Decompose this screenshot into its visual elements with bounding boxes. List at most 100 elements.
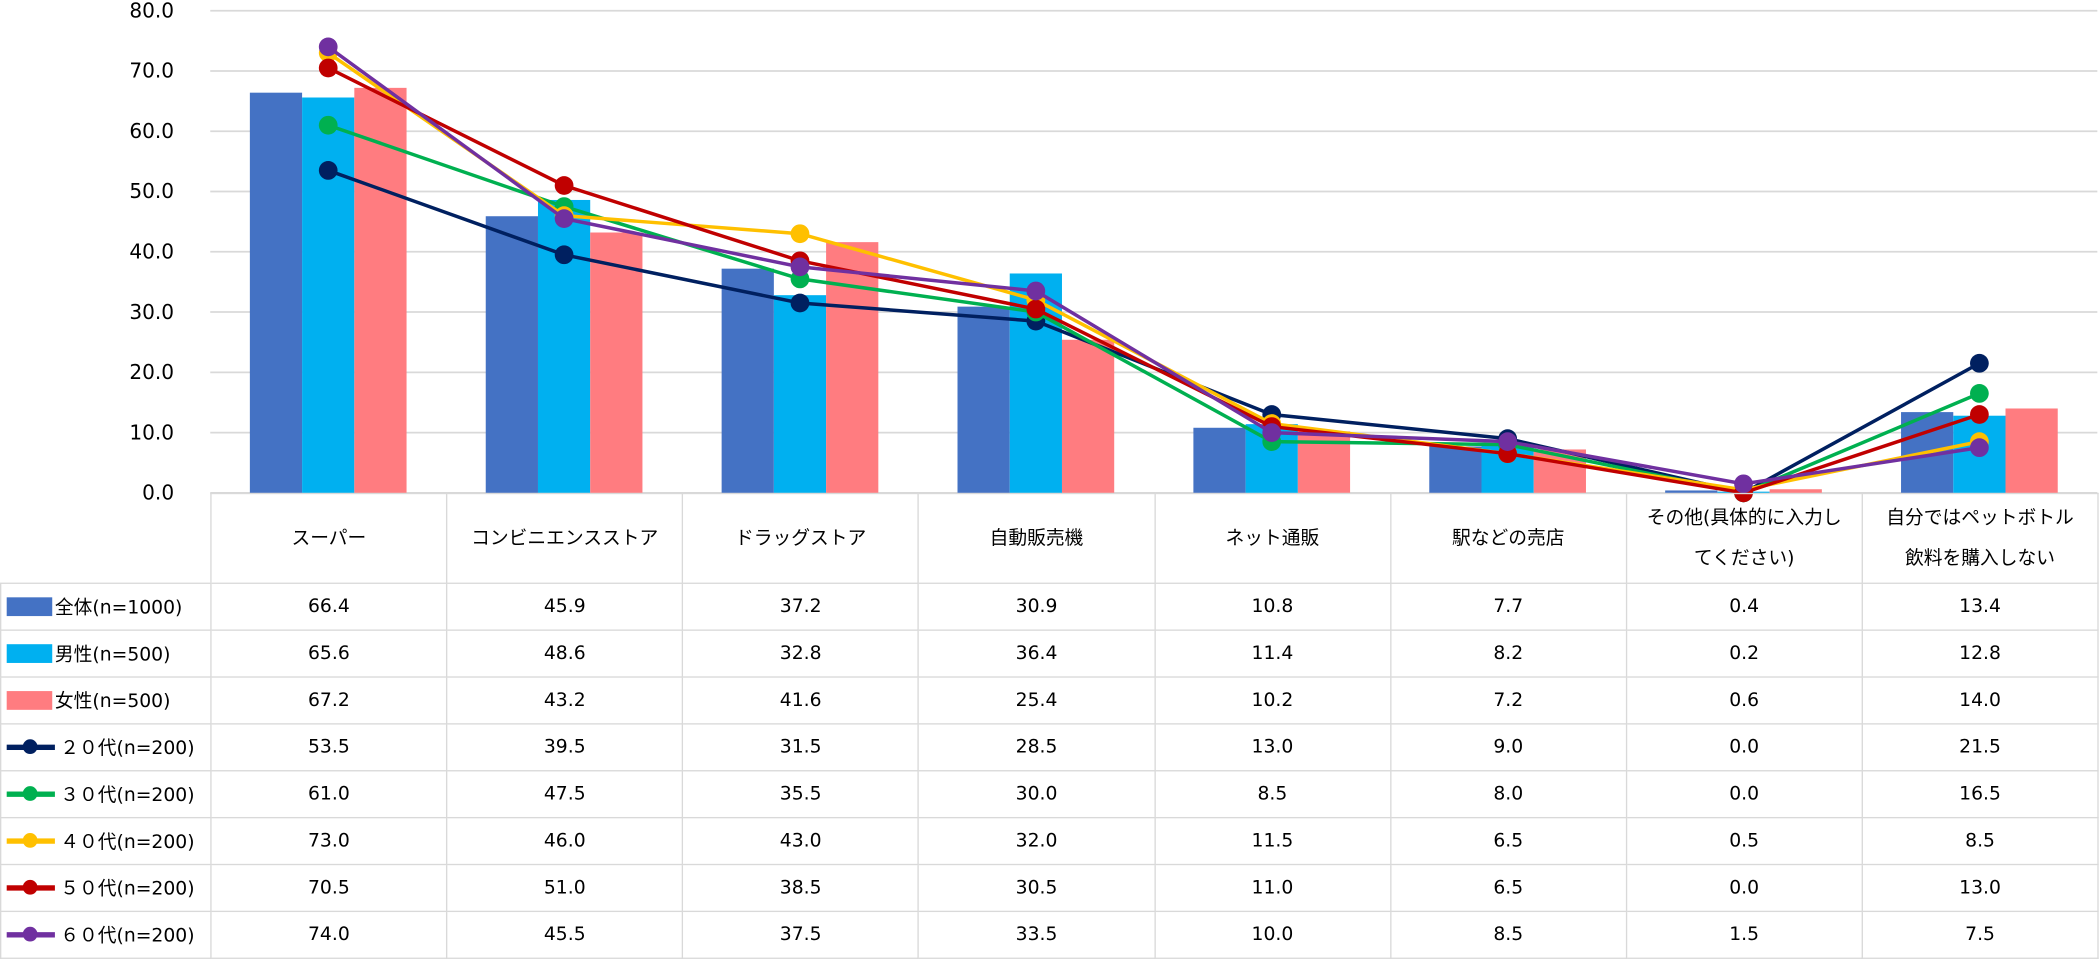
line-marker — [1970, 438, 1989, 458]
data-cell: 7.2 — [1389, 676, 1627, 725]
data-cell: 6.5 — [1389, 816, 1627, 866]
data-cell: 53.5 — [210, 723, 448, 772]
legend-swatch-icon — [6, 644, 53, 663]
legend-entry: 女性(n=500) — [0, 676, 212, 725]
data-cell: 30.0 — [917, 770, 1156, 819]
category-label: ドラッグストア — [682, 492, 920, 584]
data-cell: 13.0 — [1861, 863, 2099, 913]
category-label: 自動販売機 — [917, 492, 1156, 584]
data-cell: 43.0 — [682, 816, 920, 866]
table-row: ４０代(n=200) 73.0 46.0 43.0 32.0 11.5 6.5 0.5 8.5 — [0, 816, 2099, 866]
bar — [2005, 408, 2058, 493]
category-label-line: スーパー — [291, 527, 367, 550]
data-cell: 11.4 — [1153, 629, 1392, 678]
data-cell: 8.0 — [1389, 770, 1627, 819]
line-marker — [1970, 384, 1989, 403]
y-tick-label: 60.0 — [129, 119, 174, 143]
legend-label: 全体(n=1000) — [54, 597, 183, 619]
category-label-line: コンビニエンスストア — [471, 527, 659, 550]
bar — [590, 232, 643, 493]
line-marker — [790, 293, 810, 313]
bar — [721, 268, 774, 493]
line-marker — [790, 224, 810, 244]
data-table: スーパー コンビニエンスストア ドラッグストア 自動販売機 ネット通販 駅などの売店 その他… — [0, 492, 2099, 959]
data-cell: 12.8 — [1861, 629, 2099, 678]
data-cell: 43.2 — [446, 676, 684, 725]
table-row: 全体(n=1000) 66.4 45.9 37.2 30.9 10.8 7.7 0.4 13.4 — [0, 582, 2099, 631]
legend-label: 男性(n=500) — [54, 644, 171, 666]
data-cell: 1.5 — [1625, 910, 1863, 959]
data-cell: 46.0 — [446, 816, 684, 866]
data-cell: 65.6 — [210, 629, 448, 678]
y-tick-label: 70.0 — [129, 59, 174, 83]
category-label-line: 自分ではペットボトル — [1886, 507, 2074, 530]
data-cell: 48.6 — [446, 629, 684, 678]
legend-line-marker-icon — [6, 879, 55, 898]
legend-swatch-icon — [6, 691, 53, 710]
data-cell: 8.5 — [1861, 816, 2099, 866]
line-marker — [554, 176, 574, 195]
y-tick-label: 10.0 — [129, 420, 174, 444]
y-tick-label: 50.0 — [129, 179, 174, 203]
data-cell: 31.5 — [682, 723, 920, 772]
data-cell: 21.5 — [1861, 723, 2099, 772]
line-marker — [1026, 299, 1046, 319]
category-label-line: ネット通販 — [1225, 527, 1320, 550]
legend-entry: 男性(n=500) — [0, 629, 212, 678]
data-cell: 10.0 — [1153, 910, 1392, 959]
bar — [1665, 490, 1718, 493]
category-label-line: 飲料を購入しない — [1905, 547, 2056, 570]
legend-line-marker-icon — [6, 832, 55, 851]
y-tick-label: 20.0 — [129, 360, 174, 384]
table-row: ６０代(n=200) 74.0 45.5 37.5 33.5 10.0 8.5 1.5 7.5 — [0, 910, 2099, 959]
legend-label: 女性(n=500) — [54, 691, 171, 713]
bar — [249, 92, 303, 493]
line-marker — [554, 209, 574, 229]
data-cell: 8.5 — [1153, 770, 1392, 819]
bar — [302, 97, 355, 493]
data-cell: 32.8 — [682, 629, 920, 678]
line-marker — [318, 161, 338, 180]
data-cell: 36.4 — [917, 629, 1156, 678]
bar — [1429, 446, 1482, 493]
line-marker — [318, 58, 338, 78]
line-marker — [318, 37, 338, 57]
data-cell: 28.5 — [917, 723, 1156, 772]
bar — [957, 306, 1010, 493]
category-label: 駅などの売店 — [1389, 492, 1627, 584]
category-label-line: ドラッグストア — [735, 527, 867, 550]
category-label: ネット通販 — [1153, 492, 1392, 584]
data-cell: 10.8 — [1153, 582, 1392, 631]
series-line — [327, 66, 1980, 495]
line-marker — [1262, 423, 1282, 442]
bar — [354, 87, 407, 493]
category-label: スーパー — [210, 492, 448, 584]
data-cell: 37.5 — [682, 910, 920, 959]
data-cell: 16.5 — [1861, 770, 2099, 819]
data-cell: 11.0 — [1153, 863, 1392, 913]
category-label-line: てください) — [1693, 547, 1795, 570]
data-cell: 14.0 — [1861, 676, 2099, 725]
data-cell: 67.2 — [210, 676, 448, 725]
bar — [537, 199, 591, 493]
category-label: 自分ではペットボトル 飲料を購入しない — [1861, 492, 2099, 584]
data-cell: 35.5 — [682, 770, 920, 819]
data-cell: 38.5 — [682, 863, 920, 913]
data-cell: 61.0 — [210, 770, 448, 819]
bar — [1061, 339, 1115, 493]
data-cell: 66.4 — [210, 582, 448, 631]
y-tick-label: 80.0 — [129, 0, 174, 22]
legend-entry: ３０代(n=200) — [0, 770, 212, 819]
data-cell: 6.5 — [1389, 863, 1627, 913]
legend-label: ２０代(n=200) — [60, 737, 195, 760]
legend-line-marker-icon — [6, 738, 55, 757]
data-cell: 0.4 — [1625, 582, 1863, 631]
data-cell: 33.5 — [917, 910, 1156, 959]
data-cell: 73.0 — [210, 816, 448, 866]
data-cell: 30.9 — [917, 582, 1156, 631]
data-cell: 47.5 — [446, 770, 684, 819]
data-cell: 0.2 — [1625, 629, 1863, 678]
data-cell: 45.5 — [446, 910, 684, 959]
data-cell: 9.0 — [1389, 723, 1627, 772]
